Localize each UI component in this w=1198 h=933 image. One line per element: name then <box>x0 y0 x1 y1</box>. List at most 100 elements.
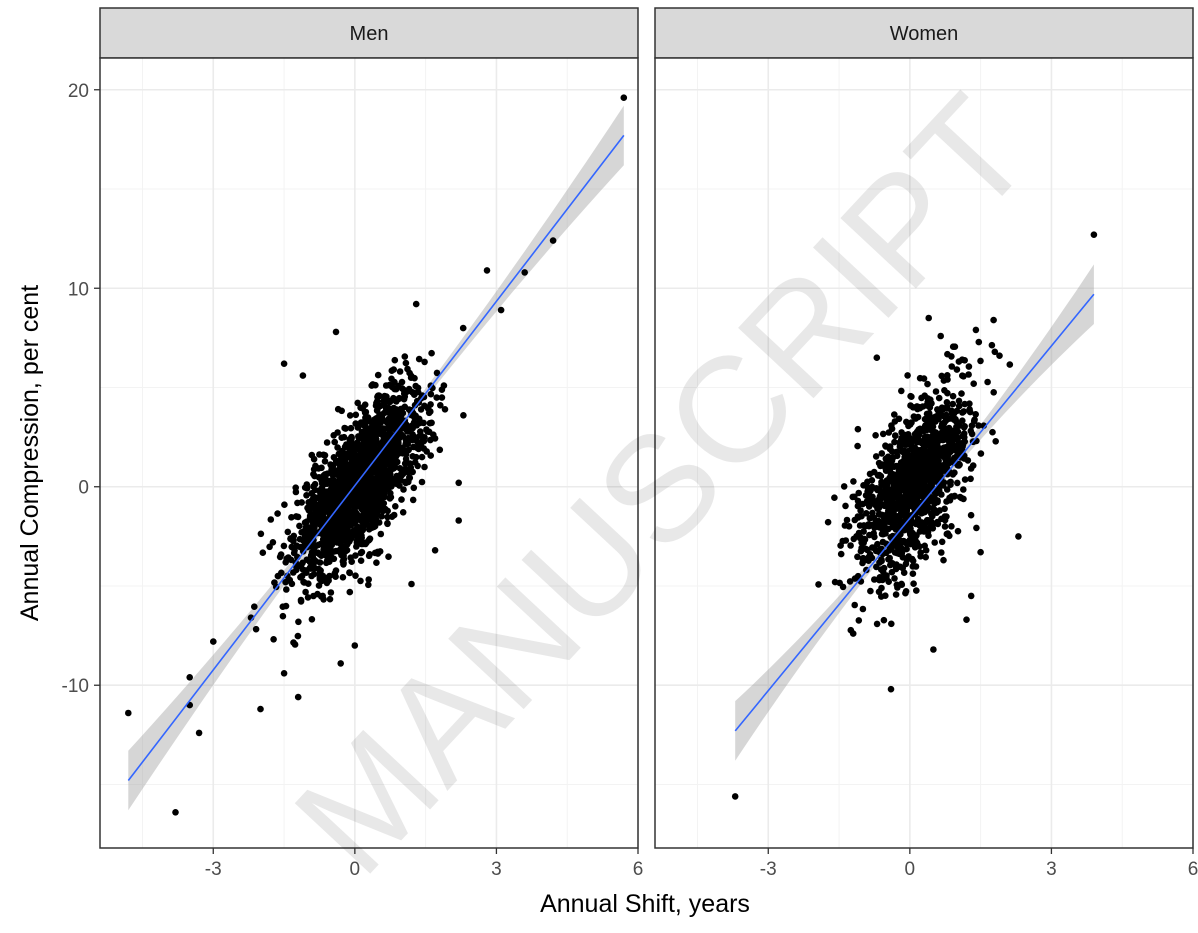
data-point <box>371 495 379 503</box>
data-point <box>831 494 838 502</box>
data-point <box>386 422 393 430</box>
data-point <box>302 567 310 574</box>
data-point <box>861 523 869 530</box>
x-axis-ticks-men: -3 0 3 6 <box>205 848 643 880</box>
data-point <box>889 495 897 503</box>
data-point <box>316 451 323 458</box>
data-point <box>914 405 921 413</box>
data-point <box>845 523 853 530</box>
data-point <box>396 368 404 375</box>
data-point <box>872 453 880 460</box>
data-point <box>374 481 382 489</box>
data-point <box>315 582 323 589</box>
data-point <box>893 549 901 557</box>
data-point <box>382 505 389 513</box>
data-point <box>870 468 878 476</box>
data-point <box>331 570 339 577</box>
data-point <box>925 410 933 417</box>
data-point <box>869 497 876 504</box>
data-point <box>941 387 948 394</box>
data-point <box>283 586 290 593</box>
data-point <box>924 436 931 444</box>
data-point <box>411 434 419 441</box>
data-point <box>876 549 884 556</box>
data-point <box>270 636 277 643</box>
data-point <box>388 375 395 383</box>
gridlines-women <box>655 58 1194 848</box>
data-point <box>958 390 965 397</box>
data-point <box>922 547 930 554</box>
data-point <box>931 449 938 456</box>
data-point <box>854 497 862 505</box>
data-point-outlier <box>172 809 179 816</box>
data-point <box>887 470 895 478</box>
data-point <box>815 581 822 588</box>
data-point <box>359 540 366 548</box>
data-point <box>896 439 903 447</box>
data-point <box>420 437 428 445</box>
data-point <box>354 424 362 431</box>
data-point <box>365 452 372 460</box>
data-point <box>327 589 335 596</box>
data-point <box>940 479 948 486</box>
data-point <box>323 579 331 587</box>
data-point <box>903 510 911 518</box>
data-point <box>937 332 944 340</box>
data-point <box>950 416 958 423</box>
data-point <box>405 385 413 393</box>
data-point <box>353 503 361 511</box>
data-point <box>948 363 956 370</box>
data-point <box>898 581 906 588</box>
data-point <box>990 389 997 396</box>
data-point <box>954 479 961 487</box>
data-point <box>867 487 874 494</box>
data-point <box>296 535 304 543</box>
data-point <box>386 381 393 389</box>
data-point <box>891 483 898 491</box>
data-point <box>887 465 894 472</box>
data-point <box>959 417 966 425</box>
data-point <box>892 562 899 570</box>
data-point <box>437 402 444 409</box>
panel-men: Men -3 0 3 6 <box>99 7 643 880</box>
data-point <box>326 595 334 603</box>
data-point-outlier <box>854 425 862 433</box>
data-point <box>332 547 340 555</box>
data-point <box>883 486 890 494</box>
data-point <box>424 405 432 413</box>
data-point <box>308 451 316 459</box>
data-point <box>368 419 376 426</box>
data-point <box>414 388 422 396</box>
data-point <box>914 434 922 442</box>
data-point <box>374 421 382 428</box>
data-point <box>873 620 881 628</box>
data-point <box>950 410 958 417</box>
data-point <box>365 497 372 504</box>
data-point <box>297 574 304 581</box>
data-point <box>919 492 926 499</box>
data-point <box>353 543 360 550</box>
x-axis-ticks-women: -3 0 3 6 <box>760 848 1198 880</box>
data-point <box>365 576 373 583</box>
data-point <box>903 440 911 448</box>
data-point <box>928 518 935 525</box>
data-point <box>902 538 909 546</box>
data-point <box>938 538 946 546</box>
data-point <box>343 441 350 448</box>
fit-line-men <box>127 134 625 781</box>
data-point <box>271 579 278 586</box>
data-point-outlier <box>455 517 463 524</box>
y-tick-label: 20 <box>68 81 89 102</box>
data-point <box>385 553 392 560</box>
data-point <box>373 559 380 566</box>
data-point <box>346 588 354 596</box>
data-point <box>992 438 999 445</box>
data-point <box>301 519 309 526</box>
data-point <box>308 490 316 497</box>
scatter-points-men <box>125 94 628 816</box>
data-point-outlier <box>125 709 132 717</box>
data-point <box>932 388 940 395</box>
data-point <box>880 616 888 624</box>
data-point <box>438 386 446 394</box>
